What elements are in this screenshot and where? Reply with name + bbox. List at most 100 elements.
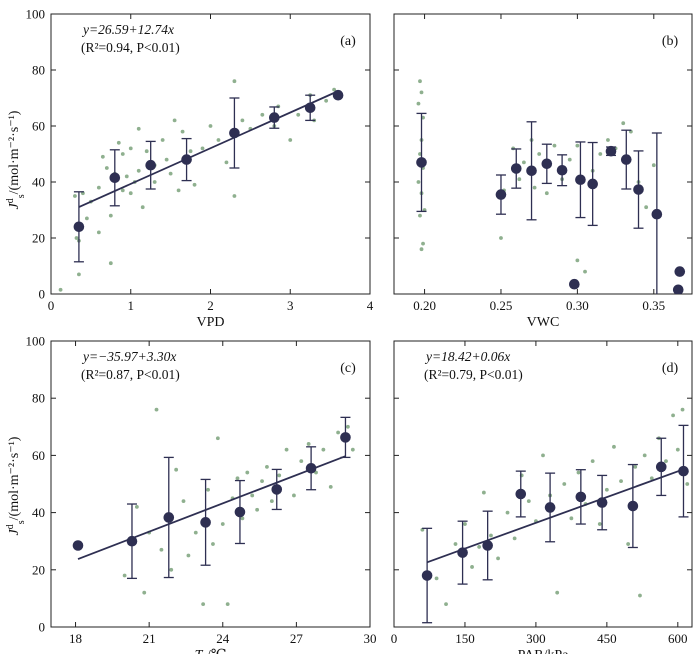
y-axis-title-bottom: Jds/(mol·m⁻²·s⁻¹) — [5, 436, 27, 535]
scatter-point — [671, 413, 675, 418]
scatter-point — [136, 126, 141, 131]
scatter-point — [176, 188, 181, 193]
scatter-point — [250, 493, 255, 498]
scatter-point — [188, 149, 193, 154]
scatter-point — [284, 447, 289, 452]
scatter-point — [555, 590, 560, 595]
scatter-point — [477, 545, 482, 549]
scatter-point — [306, 442, 311, 446]
scatter-point — [100, 154, 105, 159]
mean-point — [544, 502, 556, 513]
y-tick-label: 20 — [32, 231, 45, 246]
scatter-point — [108, 261, 113, 266]
scatter-point — [642, 453, 647, 458]
mean-point — [269, 112, 280, 123]
panel-label: (a) — [340, 34, 356, 49]
y-tick-label: 80 — [32, 391, 45, 406]
scatter-point — [73, 194, 77, 198]
x-tick-label: 0.25 — [490, 298, 513, 313]
x-tick-label: 21 — [143, 631, 156, 646]
scatter-point — [336, 430, 340, 435]
scatter-point — [537, 152, 542, 156]
data-layer — [72, 407, 355, 607]
scatter-point — [277, 473, 282, 478]
mean-point — [234, 506, 246, 518]
scatter-point — [470, 565, 474, 569]
scatter-point — [128, 191, 133, 196]
x-tick-label: 600 — [668, 631, 688, 646]
scatter-point — [58, 287, 63, 292]
x-tick-label: 4 — [367, 298, 374, 313]
scatter-point — [463, 522, 467, 526]
scatter-point — [444, 602, 448, 607]
scatter-point — [649, 476, 654, 481]
scatter-point — [96, 230, 101, 235]
scatter-point — [419, 247, 424, 252]
scatter-point — [517, 177, 522, 182]
regression-stats: (R²=0.79, P<0.01) — [424, 367, 523, 382]
scatter-point — [136, 168, 141, 173]
scatter-point — [597, 522, 602, 526]
scatter-point — [288, 138, 293, 142]
scatter-point — [216, 138, 221, 142]
scatter-point — [292, 493, 296, 498]
plot-frame — [50, 340, 371, 628]
scatter-point — [240, 516, 245, 521]
scatter-point — [575, 258, 580, 263]
scatter-point — [532, 185, 537, 190]
plot-frame — [393, 13, 693, 295]
scatter-point — [180, 129, 185, 134]
mean-point — [271, 484, 283, 495]
scatter-point — [576, 470, 581, 475]
scatter-point — [122, 573, 127, 578]
scatter-point — [169, 567, 174, 572]
scatter-point — [612, 444, 616, 449]
scatter-point — [346, 424, 350, 429]
mean-point — [163, 512, 175, 523]
scatter-point — [84, 216, 89, 221]
scatter-point — [496, 556, 500, 561]
x-tick-label: 150 — [455, 631, 475, 646]
scatter-point — [552, 143, 557, 148]
x-tick-label: 30 — [364, 631, 377, 646]
mean-point — [495, 189, 507, 200]
regression-line — [77, 455, 346, 560]
scatter-point — [142, 590, 147, 595]
regression-line — [78, 90, 339, 208]
regression-stats: (R²=0.87, P<0.01) — [81, 367, 180, 382]
scatter-point — [172, 118, 177, 123]
mean-point — [457, 547, 468, 558]
scatter-point — [499, 236, 503, 240]
scatter-point — [260, 112, 265, 117]
mean-point — [633, 184, 644, 195]
scatter-point — [419, 90, 424, 95]
scatter-point — [224, 160, 229, 165]
scatter-point — [418, 213, 422, 218]
mean-point — [605, 145, 617, 157]
mean-point — [655, 461, 667, 473]
scatter-point — [260, 479, 264, 484]
scatter-point — [633, 464, 638, 469]
y-tick-label: 60 — [32, 448, 45, 463]
scatter-point — [638, 593, 642, 598]
scatter-point — [235, 476, 240, 481]
scatter-point — [116, 140, 121, 145]
data-layer — [58, 79, 344, 292]
scatter-point — [418, 79, 422, 84]
scatter-point — [590, 459, 595, 464]
mean-point — [229, 127, 240, 139]
mean-point — [482, 540, 493, 551]
scatter-point — [269, 499, 274, 504]
x-tick-label: 450 — [597, 631, 617, 646]
scatter-point — [434, 576, 439, 581]
scatter-point — [680, 407, 685, 412]
scatter-point — [296, 112, 301, 117]
scatter-point — [200, 146, 205, 151]
x-tick-label: 0 — [391, 631, 398, 646]
scatter-point — [453, 542, 458, 546]
mean-point — [304, 102, 316, 114]
scatter-point — [619, 479, 623, 484]
chart-panel-b: 0.20 0.25 0.30 0.35 VWC (b) — [393, 13, 693, 330]
mean-point — [672, 284, 684, 294]
scatter-point — [159, 547, 164, 552]
